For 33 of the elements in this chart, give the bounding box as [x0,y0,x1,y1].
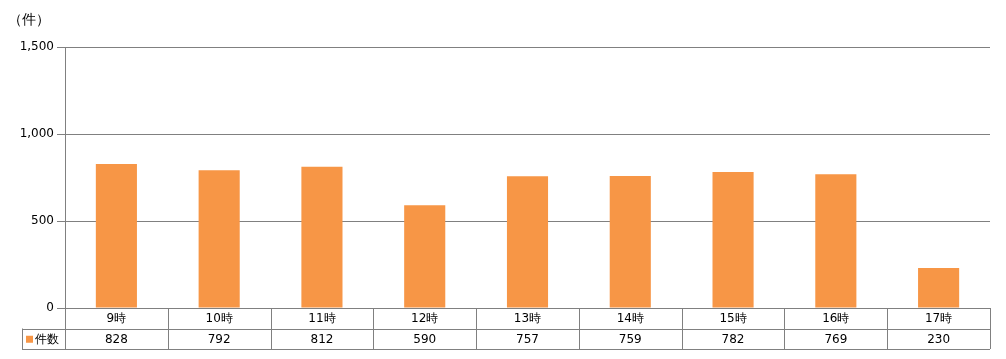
x-tick-label: 14時 [616,311,644,326]
y-tick-label: 1,500 [19,39,54,54]
data-label: 757 [516,331,539,346]
bar [712,171,754,308]
y-tick-label: 500 [31,213,54,228]
x-tick-label: 17時 [924,311,953,326]
bar [815,174,857,308]
data-label: 590 [413,331,437,346]
x-tick-label: 11時 [308,311,336,326]
x-tick-label: 16時 [822,311,850,326]
data-label: 230 [927,331,951,346]
bar [609,175,651,308]
data-label: 828 [104,331,128,346]
x-tick-label: 9時 [106,311,127,326]
bar [404,205,446,308]
bar [918,267,960,308]
data-label: 769 [824,331,848,346]
x-tick-label: 12時 [411,311,439,326]
data-label: 792 [207,331,231,346]
bar [506,176,549,308]
bar [198,170,240,308]
y-tick-label: 0 [46,300,54,315]
y-axis-title: （件） [8,10,50,27]
x-tick-label: 13時 [513,311,542,326]
data-label: 812 [310,331,334,346]
y-tick-label: 1,000 [19,126,54,141]
bar [95,163,137,308]
bar [301,166,343,308]
data-label: 759 [618,331,642,346]
legend-label: 件数 [35,331,59,346]
x-tick-label: 10時 [205,311,233,326]
data-label: 782 [721,331,745,346]
x-tick-label: 15時 [719,311,747,326]
